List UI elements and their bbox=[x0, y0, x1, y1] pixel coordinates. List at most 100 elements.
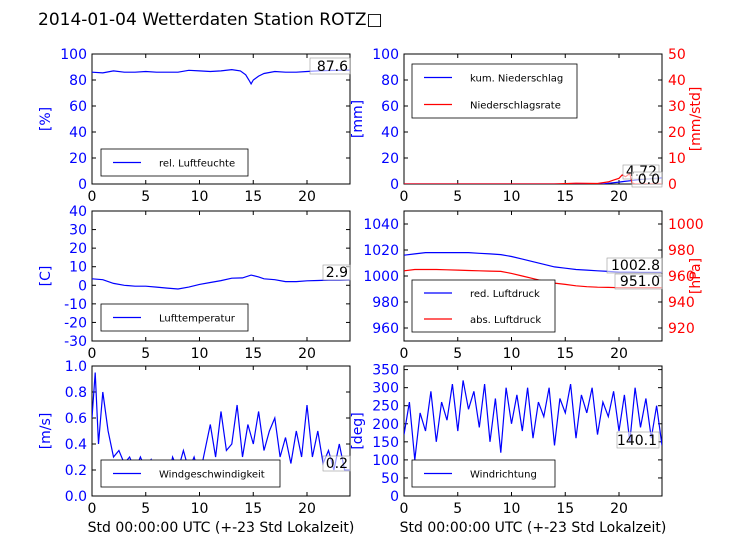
x-tick-label: 5 bbox=[453, 346, 462, 362]
x-tick-label: 20 bbox=[610, 501, 628, 517]
last-value-box bbox=[631, 171, 663, 188]
y-tick-label: 0 bbox=[78, 177, 87, 193]
y-right-tick-label: 40 bbox=[668, 73, 686, 89]
y-right-tick-label: 50 bbox=[668, 47, 686, 63]
y-tick-label: 40 bbox=[69, 125, 87, 141]
y-tick-label: 200 bbox=[372, 417, 399, 433]
y-right-tick-label: 960 bbox=[668, 269, 695, 285]
x-tick-label: 15 bbox=[556, 189, 574, 205]
x-tick-label: 15 bbox=[244, 346, 262, 362]
y-right-axis-label: [mm/std] bbox=[688, 87, 704, 152]
y-right-tick-label: 980 bbox=[668, 243, 695, 259]
y-tick-label: 60 bbox=[381, 99, 399, 115]
x-tick-label: 5 bbox=[141, 501, 150, 517]
y-tick-label: 0 bbox=[390, 489, 399, 505]
legend: kum. Niederschlag Niederschlagsrate bbox=[411, 63, 578, 119]
legend-entry-label: red. Luftdruck bbox=[470, 289, 540, 300]
x-tick-label: 10 bbox=[503, 501, 521, 517]
y-tick-label: 20 bbox=[69, 241, 87, 257]
y-tick-label: 20 bbox=[69, 151, 87, 167]
y-tick-label: 150 bbox=[372, 435, 399, 451]
y-axis-label: [m/s] bbox=[38, 413, 54, 450]
y-right-tick-label: 0 bbox=[668, 177, 677, 193]
y-tick-label: 250 bbox=[372, 399, 399, 415]
y-tick-label: 40 bbox=[381, 125, 399, 141]
series-line-primary bbox=[92, 274, 350, 290]
y-tick-label: 1040 bbox=[363, 217, 399, 233]
y-tick-label: 20 bbox=[381, 151, 399, 167]
y-tick-label: 350 bbox=[372, 363, 399, 379]
last-value-label: 87.6 bbox=[317, 59, 348, 75]
x-tick-label: 20 bbox=[610, 189, 628, 205]
y-tick-label: 80 bbox=[381, 73, 399, 89]
x-tick-label: 15 bbox=[244, 189, 262, 205]
wind-speed-panel: 0 5 10 15 20 0.0 0.2 0.4 0.6 0.8 1.0 [m/s] Std 00:00… bbox=[38, 359, 354, 536]
x-tick-label: 0 bbox=[400, 501, 409, 517]
y-right-tick-label: 10 bbox=[668, 151, 686, 167]
y-tick-label: 300 bbox=[372, 381, 399, 397]
last-value-label: 1002.8 bbox=[611, 258, 660, 274]
x-tick-label: 0 bbox=[88, 501, 97, 517]
y-axis-label: [mm] bbox=[350, 100, 366, 138]
series-line-primary bbox=[404, 380, 662, 460]
last-value-box bbox=[309, 57, 351, 75]
y-tick-label: 0 bbox=[390, 177, 399, 193]
x-tick-label: 0 bbox=[88, 189, 97, 205]
y-tick-label: 0 bbox=[78, 278, 87, 294]
x-tick-label: 0 bbox=[88, 346, 97, 362]
figure-title: 2014-01-04 Wetterdaten Station ROTZ□ bbox=[38, 10, 383, 30]
legend-frame bbox=[411, 279, 556, 333]
y-tick-label: -20 bbox=[64, 315, 87, 331]
y-tick-label: 0.8 bbox=[65, 385, 87, 401]
x-tick-label: 20 bbox=[298, 501, 316, 517]
last-value-box bbox=[606, 257, 663, 274]
legend-frame bbox=[411, 63, 578, 119]
legend-entry-label: Windrichtung bbox=[470, 470, 537, 481]
y-right-tick-label: 30 bbox=[668, 99, 686, 115]
y-right-tick-label: 1000 bbox=[668, 217, 704, 233]
y-tick-label: 100 bbox=[60, 47, 87, 63]
legend: Lufttemperatur bbox=[100, 303, 249, 332]
y-right-tick-label: 920 bbox=[668, 321, 695, 337]
last-value-label: 951.0 bbox=[620, 274, 660, 290]
x-tick-label: 10 bbox=[191, 346, 209, 362]
legend: rel. Luftfeuchte bbox=[100, 148, 249, 177]
x-tick-label: 10 bbox=[503, 189, 521, 205]
x-axis-label: Std 00:00:00 UTC (+-23 Std Lokalzeit) bbox=[88, 520, 355, 536]
last-value-box bbox=[614, 273, 663, 290]
last-value-label: 2.9 bbox=[326, 265, 348, 281]
y-tick-label: 50 bbox=[381, 471, 399, 487]
x-axis-label: Std 00:00:00 UTC (+-23 Std Lokalzeit) bbox=[400, 520, 667, 536]
y-tick-label: 60 bbox=[69, 99, 87, 115]
y-right-axis-label: [hPa] bbox=[688, 258, 704, 294]
y-tick-label: 1020 bbox=[363, 243, 399, 259]
x-tick-label: 5 bbox=[453, 189, 462, 205]
legend-entry-label: rel. Luftfeuchte bbox=[159, 159, 235, 170]
y-tick-label: 960 bbox=[372, 321, 399, 337]
legend-entry-label: abs. Luftdruck bbox=[470, 315, 541, 326]
y-tick-label: 0.2 bbox=[65, 463, 87, 479]
series-line-primary bbox=[92, 68, 350, 86]
y-axis-label: [%] bbox=[38, 107, 54, 131]
y-tick-label: 30 bbox=[69, 223, 87, 239]
last-value-label: 140.1 bbox=[617, 433, 657, 449]
last-value-label: 0.0 bbox=[638, 172, 660, 188]
y-tick-label: 1.0 bbox=[65, 359, 87, 375]
y-tick-label: 100 bbox=[372, 47, 399, 63]
x-tick-label: 5 bbox=[141, 346, 150, 362]
y-tick-label: 980 bbox=[372, 295, 399, 311]
y-tick-label: -10 bbox=[64, 297, 87, 313]
x-tick-label: 10 bbox=[503, 346, 521, 362]
x-tick-label: 10 bbox=[191, 189, 209, 205]
y-tick-label: 100 bbox=[372, 453, 399, 469]
x-tick-label: 20 bbox=[298, 346, 316, 362]
y-tick-label: 0.6 bbox=[65, 411, 87, 427]
y-axis-label: [deg] bbox=[350, 412, 366, 449]
legend-entry-label: Windgeschwindigkeit bbox=[159, 470, 265, 481]
y-tick-label: 40 bbox=[69, 204, 87, 220]
y-right-tick-label: 20 bbox=[668, 125, 686, 141]
legend-entry-label: Niederschlagsrate bbox=[470, 101, 561, 112]
x-tick-label: 15 bbox=[556, 346, 574, 362]
